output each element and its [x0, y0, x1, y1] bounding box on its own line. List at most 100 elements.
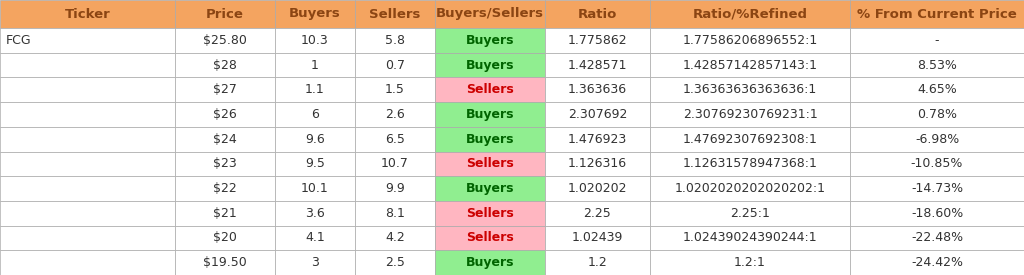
Bar [545, 102, 650, 127]
Bar [435, 127, 545, 152]
Bar [355, 250, 435, 275]
Text: 10.7: 10.7 [381, 157, 409, 170]
Bar [545, 226, 650, 250]
Bar [650, 0, 850, 28]
Text: $19.50: $19.50 [203, 256, 247, 269]
Text: Ratio/%Refined: Ratio/%Refined [692, 7, 808, 21]
Text: 4.2: 4.2 [385, 232, 404, 244]
Bar [175, 127, 275, 152]
Text: Buyers: Buyers [466, 182, 514, 195]
Text: 2.25:1: 2.25:1 [730, 207, 770, 220]
Text: Sellers: Sellers [370, 7, 421, 21]
Bar [850, 28, 1024, 53]
Bar [0, 0, 175, 28]
Bar [275, 53, 355, 77]
Bar [275, 77, 355, 102]
Text: 6: 6 [311, 108, 318, 121]
Bar [435, 53, 545, 77]
Text: 1.02439024390244:1: 1.02439024390244:1 [683, 232, 817, 244]
Bar [0, 250, 175, 275]
Bar [545, 28, 650, 53]
Bar [650, 102, 850, 127]
Bar [175, 0, 275, 28]
Bar [275, 226, 355, 250]
Bar [175, 152, 275, 176]
Text: 8.1: 8.1 [385, 207, 404, 220]
Bar [850, 176, 1024, 201]
Bar [175, 53, 275, 77]
Text: 1.2: 1.2 [588, 256, 607, 269]
Bar [175, 176, 275, 201]
Text: Price: Price [206, 7, 244, 21]
Text: 2.307692: 2.307692 [568, 108, 627, 121]
Text: 10.1: 10.1 [301, 182, 329, 195]
Text: 3.6: 3.6 [305, 207, 325, 220]
Text: Buyers: Buyers [289, 7, 341, 21]
Bar [275, 250, 355, 275]
Text: 8.53%: 8.53% [918, 59, 957, 72]
Text: 3: 3 [311, 256, 318, 269]
Text: 1.77586206896552:1: 1.77586206896552:1 [682, 34, 817, 47]
Text: 10.3: 10.3 [301, 34, 329, 47]
Text: Buyers: Buyers [466, 108, 514, 121]
Text: 4.65%: 4.65% [918, 83, 956, 96]
Bar [0, 152, 175, 176]
Text: $25.80: $25.80 [203, 34, 247, 47]
Text: 1.47692307692308:1: 1.47692307692308:1 [683, 133, 817, 146]
Text: 2.6: 2.6 [385, 108, 404, 121]
Bar [275, 28, 355, 53]
Bar [0, 201, 175, 226]
Bar [850, 102, 1024, 127]
Text: Buyers: Buyers [466, 133, 514, 146]
Text: 1.5: 1.5 [385, 83, 404, 96]
Bar [0, 28, 175, 53]
Bar [0, 127, 175, 152]
Text: 9.6: 9.6 [305, 133, 325, 146]
Text: Buyers: Buyers [466, 59, 514, 72]
Text: $27: $27 [213, 83, 237, 96]
Text: $23: $23 [213, 157, 237, 170]
Bar [435, 176, 545, 201]
Text: 4.1: 4.1 [305, 232, 325, 244]
Text: 6.5: 6.5 [385, 133, 404, 146]
Text: Sellers: Sellers [466, 83, 514, 96]
Bar [545, 176, 650, 201]
Text: 1.476923: 1.476923 [568, 133, 627, 146]
Text: $24: $24 [213, 133, 237, 146]
Text: 1.775862: 1.775862 [567, 34, 628, 47]
Text: -22.48%: -22.48% [911, 232, 963, 244]
Text: -: - [935, 34, 939, 47]
Text: $22: $22 [213, 182, 237, 195]
Bar [435, 250, 545, 275]
Bar [545, 127, 650, 152]
Bar [175, 226, 275, 250]
Text: Sellers: Sellers [466, 232, 514, 244]
Bar [0, 226, 175, 250]
Text: 9.5: 9.5 [305, 157, 325, 170]
Bar [435, 152, 545, 176]
Text: $28: $28 [213, 59, 237, 72]
Text: -18.60%: -18.60% [911, 207, 964, 220]
Bar [175, 77, 275, 102]
Bar [355, 226, 435, 250]
Text: -24.42%: -24.42% [911, 256, 963, 269]
Bar [355, 0, 435, 28]
Bar [275, 102, 355, 127]
Bar [355, 176, 435, 201]
Bar [275, 201, 355, 226]
Bar [850, 201, 1024, 226]
Bar [355, 127, 435, 152]
Bar [650, 77, 850, 102]
Bar [850, 77, 1024, 102]
Bar [850, 127, 1024, 152]
Bar [850, 53, 1024, 77]
Text: 0.7: 0.7 [385, 59, 406, 72]
Text: FCG: FCG [6, 34, 32, 47]
Bar [355, 102, 435, 127]
Text: 1.1: 1.1 [305, 83, 325, 96]
Bar [355, 152, 435, 176]
Text: % From Current Price: % From Current Price [857, 7, 1017, 21]
Text: -14.73%: -14.73% [911, 182, 963, 195]
Bar [175, 250, 275, 275]
Text: 9.9: 9.9 [385, 182, 404, 195]
